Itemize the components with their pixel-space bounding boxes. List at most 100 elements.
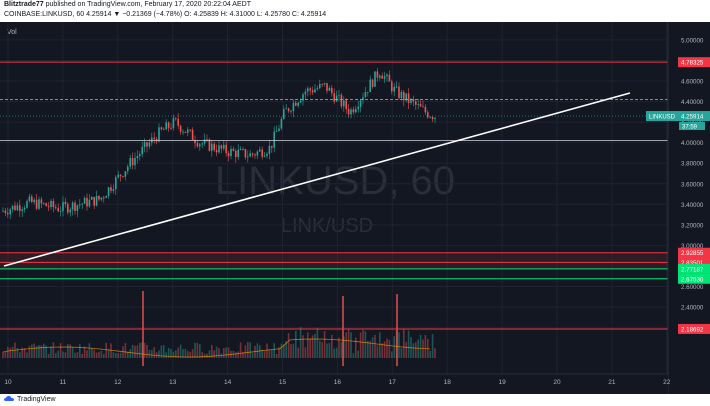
candle-body — [11, 205, 14, 210]
candle-body — [220, 145, 223, 149]
price-marker — [678, 257, 710, 268]
volume-bar — [38, 344, 40, 358]
candle-body — [232, 148, 235, 151]
volume-bar — [115, 353, 117, 358]
volume-bar — [247, 342, 249, 358]
volume-bar — [280, 343, 283, 358]
candle-body — [268, 145, 271, 154]
volume-bar — [151, 349, 153, 358]
volume-bar — [26, 352, 28, 358]
price-tick: 4.40000 — [681, 99, 704, 106]
time-axis[interactable]: 10 11 12 13 14 15 16 17 18 19 20 21 22 — [0, 373, 671, 394]
volume-bar — [256, 343, 259, 358]
volume-bar — [177, 347, 179, 358]
candle-body — [208, 139, 211, 151]
volume-bar — [100, 350, 103, 358]
chart-canvas[interactable]: Vol LINKUSD, 60 LINK/USD 5.400005.200005… — [0, 22, 710, 394]
candle-body — [261, 149, 263, 157]
volume-bar — [326, 343, 328, 358]
volume-bar — [179, 344, 182, 358]
volume-bar — [16, 347, 19, 358]
volume-bar — [143, 342, 146, 358]
countdown-text: 37:59 — [682, 125, 698, 131]
candle-body — [163, 129, 165, 131]
volume-bar — [98, 351, 100, 358]
chart-footer: TradingView — [0, 394, 710, 406]
volume-bar — [419, 334, 422, 358]
volume-bar — [47, 353, 50, 358]
candle-body — [316, 88, 319, 90]
candle-body — [355, 108, 357, 113]
candle-body — [165, 122, 167, 130]
candle-body — [429, 117, 431, 118]
candle-body — [129, 157, 131, 167]
volume-bar — [285, 341, 287, 358]
candle-body — [340, 94, 343, 107]
volume-bar — [122, 346, 124, 358]
brand-name: TradingView — [17, 396, 56, 403]
volume-bar — [45, 345, 47, 358]
volume-bar — [381, 343, 383, 358]
candle-body — [273, 131, 275, 148]
volume-bar — [225, 347, 227, 358]
candle-body — [249, 153, 251, 157]
candle-body — [191, 129, 194, 140]
volume-bar — [237, 351, 239, 358]
candle-body — [415, 101, 417, 105]
volume-bar — [211, 344, 213, 358]
volume-bar — [148, 349, 151, 358]
author-name[interactable]: Blitztrade77 — [4, 1, 44, 8]
volume-bar — [359, 332, 362, 358]
price-marker-label: 2.77187 — [681, 266, 704, 273]
tradingview-logo[interactable]: TradingView — [4, 395, 56, 403]
candle-body — [407, 93, 410, 103]
candle-body — [347, 108, 350, 115]
candle-body — [403, 91, 405, 101]
candle-body — [177, 118, 179, 126]
volume-bar — [431, 334, 434, 358]
candle-body — [194, 139, 196, 144]
price-tick: 3.40000 — [681, 202, 704, 209]
candle-body — [369, 79, 371, 92]
time-tick: 18 — [444, 379, 452, 386]
volume-bar — [412, 343, 415, 358]
candle-body — [400, 91, 403, 99]
volume-bar — [7, 346, 9, 358]
price-marker-label: 2.83501 — [681, 260, 704, 267]
candle-body — [345, 100, 347, 109]
price-marker-label: 2.92855 — [681, 250, 704, 257]
candle-body — [134, 158, 136, 166]
candle-body — [263, 155, 266, 157]
volume-bar — [218, 348, 220, 358]
candle-body — [398, 86, 400, 99]
candle-body — [45, 203, 47, 207]
ascending-trend-line — [3, 92, 631, 267]
volume-bar — [307, 332, 309, 358]
volume-bar — [172, 351, 175, 358]
candle-body — [374, 71, 376, 87]
volume-bar — [352, 353, 355, 358]
volume-bar — [244, 345, 247, 358]
volume-bar — [127, 351, 129, 358]
volume-bar — [33, 343, 35, 358]
volume-bar — [275, 353, 278, 358]
price-tick: 3.60000 — [681, 181, 704, 188]
candle-body — [26, 201, 28, 208]
publish-info: Blitztrade77 published on TradingView.co… — [4, 1, 251, 8]
time-tick: 20 — [553, 379, 561, 386]
volume-bar — [424, 335, 427, 358]
volume-bar — [316, 327, 319, 358]
volume-bar — [146, 344, 148, 358]
price-marker-label: 2.18692 — [681, 326, 704, 333]
price-axis[interactable]: 5.400005.200005.000004.800004.600004.400… — [646, 22, 710, 394]
candle-body — [2, 210, 4, 212]
candle-body — [182, 131, 184, 133]
price-tick: 2.60000 — [681, 284, 704, 291]
candle-body — [256, 151, 259, 156]
volume-bar — [251, 352, 254, 358]
tradingview-cloud-icon — [4, 396, 14, 401]
volume-bar — [239, 342, 242, 358]
price-chart[interactable]: Vol LINKUSD, 60 LINK/USD 5.400005.200005… — [0, 22, 710, 394]
volume-bar — [64, 352, 67, 358]
candle-body — [350, 109, 352, 115]
